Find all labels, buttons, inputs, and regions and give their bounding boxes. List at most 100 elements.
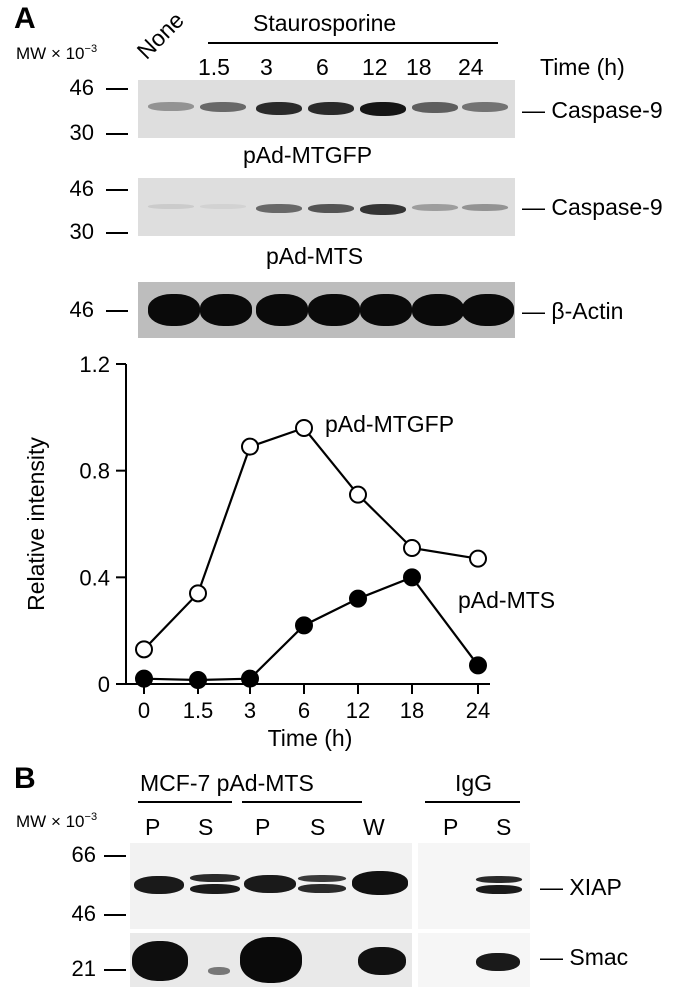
panel-a-letter: A bbox=[14, 2, 36, 35]
blot3-protein-label: — β-Actin bbox=[522, 298, 624, 324]
xiap-band bbox=[190, 884, 240, 894]
group1-bracket-b bbox=[242, 801, 362, 803]
blot-band bbox=[200, 294, 252, 326]
data-point bbox=[189, 671, 207, 689]
xiap-blot-right bbox=[418, 843, 530, 929]
actin-blot bbox=[138, 282, 515, 338]
blot-band bbox=[256, 204, 302, 213]
lane-right-1: P bbox=[443, 814, 459, 840]
mw-exp-b: × 10 bbox=[50, 812, 85, 831]
x-tick-label: 6 bbox=[298, 698, 310, 723]
blot-band bbox=[308, 294, 360, 326]
mw-text: MW bbox=[16, 44, 47, 63]
x-tick-label: 3 bbox=[244, 698, 256, 723]
blot3-marker-46: 46 bbox=[69, 297, 94, 322]
blot1-marker-tick-30 bbox=[106, 133, 128, 135]
relative-intensity-chart: 0 0.4 0.8 1.2 0 1.5 3 6 12 18 24 Time (h) Relative i… bbox=[23, 352, 555, 751]
blot3-marker-tick-46 bbox=[106, 310, 128, 312]
mw-sup: −3 bbox=[84, 43, 98, 55]
xiap-band bbox=[134, 876, 184, 894]
x-tick-label: 18 bbox=[400, 698, 424, 723]
b-marker-66: 66 bbox=[71, 842, 96, 867]
b-marker-tick-21 bbox=[104, 969, 126, 971]
blot2-marker-tick-46 bbox=[106, 189, 128, 191]
data-point bbox=[241, 437, 259, 456]
smac-band bbox=[476, 953, 520, 971]
y-tick-label: 1.2 bbox=[79, 352, 110, 377]
b-marker-21: 21 bbox=[71, 956, 96, 981]
blot-band bbox=[148, 102, 194, 111]
blot-band bbox=[148, 204, 194, 209]
time-point-label: 6 bbox=[316, 54, 329, 80]
blot-band bbox=[462, 102, 508, 112]
blot1-caption: pAd-MTGFP bbox=[243, 142, 373, 168]
lane-left-4: S bbox=[310, 814, 326, 840]
data-point bbox=[295, 419, 313, 437]
smac-band bbox=[358, 947, 406, 975]
smac-band bbox=[208, 967, 230, 975]
group1-bracket-a bbox=[138, 801, 232, 803]
blot1-marker-30: 30 bbox=[69, 120, 94, 145]
data-point bbox=[349, 589, 367, 608]
smac-blot-right bbox=[418, 933, 530, 987]
group2-label: IgG bbox=[455, 770, 493, 796]
x-tick-label: 24 bbox=[466, 698, 490, 723]
group2-bracket bbox=[425, 801, 520, 803]
mw-sup-b: −3 bbox=[84, 811, 98, 823]
mw-exp: × 10 bbox=[50, 44, 85, 63]
b-marker-tick-66 bbox=[104, 855, 126, 857]
blot-band bbox=[412, 294, 464, 326]
blot-band bbox=[148, 294, 200, 326]
blot-band bbox=[360, 102, 406, 116]
mw-label-a: MW × 10−3 bbox=[16, 43, 98, 66]
blot2-marker-30: 30 bbox=[69, 219, 94, 244]
x-axis-label: Time (h) bbox=[268, 725, 353, 751]
data-point bbox=[295, 616, 313, 635]
lane-left-5: W bbox=[363, 814, 385, 840]
lane-left-1: P bbox=[145, 814, 161, 840]
series-line bbox=[143, 426, 479, 651]
xiap-band bbox=[476, 876, 522, 883]
panel-b-letter: B bbox=[14, 762, 36, 795]
caspase9-blot-mts bbox=[138, 178, 515, 236]
group1-label: MCF-7 pAd-MTS bbox=[140, 770, 314, 796]
blot1-protein-label: — Caspase-9 bbox=[522, 97, 663, 123]
xiap-label: — XIAP bbox=[540, 874, 622, 900]
data-point bbox=[349, 485, 367, 504]
xiap-band bbox=[476, 885, 522, 894]
y-tick-label: 0.4 bbox=[79, 565, 110, 590]
xiap-band bbox=[352, 871, 408, 895]
data-point bbox=[135, 669, 153, 688]
blot-band bbox=[256, 294, 308, 326]
blot-band bbox=[200, 102, 246, 112]
series-label: pAd-MTGFP bbox=[325, 411, 454, 437]
x-tick-label: 1.5 bbox=[183, 698, 214, 723]
treatment-bracket bbox=[208, 42, 498, 44]
xiap-band bbox=[298, 875, 346, 882]
x-tick-label: 12 bbox=[346, 698, 370, 723]
blot2-caption: pAd-MTS bbox=[266, 243, 364, 269]
time-point-label: 1.5 bbox=[198, 54, 230, 80]
blot-band bbox=[462, 204, 508, 211]
data-point bbox=[403, 539, 421, 557]
blot1-marker-tick-46 bbox=[106, 88, 128, 90]
smac-label: — Smac bbox=[540, 944, 629, 970]
smac-band bbox=[132, 941, 188, 981]
blot-band bbox=[360, 294, 412, 326]
lane-left-3: P bbox=[255, 814, 271, 840]
blot2-protein-label: — Caspase-9 bbox=[522, 194, 663, 220]
blot1-marker-46: 46 bbox=[69, 75, 94, 100]
x-tick-label: 0 bbox=[138, 698, 150, 723]
series-label: pAd-MTS bbox=[458, 587, 555, 613]
xiap-band bbox=[298, 884, 346, 893]
blot-band bbox=[200, 204, 246, 209]
none-label: None bbox=[131, 6, 189, 65]
xiap-blot-left bbox=[130, 843, 412, 929]
mw-label-b: MW × 10−3 bbox=[16, 811, 98, 834]
xiap-band bbox=[244, 875, 296, 893]
time-point-label: 18 bbox=[406, 54, 432, 80]
treatment-label: Staurosporine bbox=[253, 10, 397, 36]
blot-band bbox=[360, 204, 406, 215]
data-point bbox=[469, 656, 487, 675]
time-point-label: 12 bbox=[362, 54, 388, 80]
